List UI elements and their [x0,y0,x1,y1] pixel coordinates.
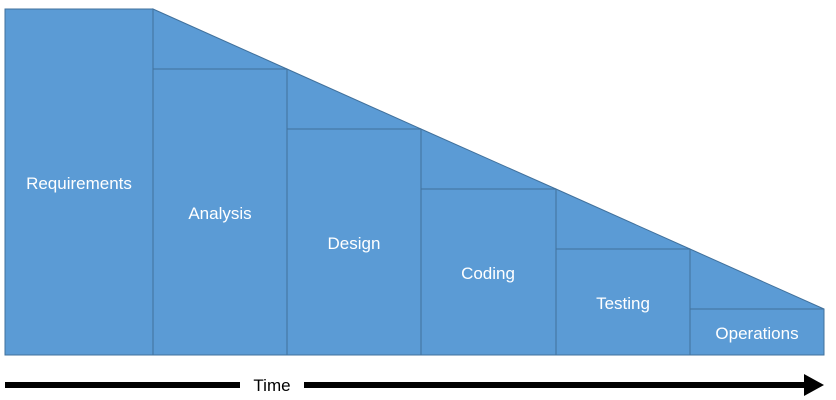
phase-requirements [4,8,154,356]
wedge-operations [689,248,825,310]
wedge-coding [420,128,557,190]
wedge-analysis [152,8,288,70]
phase-testing [555,248,691,356]
time-label: Time [253,376,290,395]
wedge-testing [555,188,691,250]
phase-label-requirements: Requirements [26,174,132,193]
phase-steps [4,8,825,356]
phase-design [286,128,422,356]
phase-label-testing: Testing [596,294,650,313]
phase-label-design: Design [328,234,381,253]
phase-coding [420,188,557,356]
wedge-design [286,68,422,130]
phase-labels: Requirements Analysis Design Coding Test… [26,174,799,343]
phase-analysis [152,68,288,356]
time-axis: Time [5,374,824,396]
phase-label-analysis: Analysis [188,204,251,223]
phase-label-operations: Operations [715,324,798,343]
phase-label-coding: Coding [461,264,515,283]
time-arrow-head-icon [804,374,824,396]
phase-operations [689,308,825,356]
